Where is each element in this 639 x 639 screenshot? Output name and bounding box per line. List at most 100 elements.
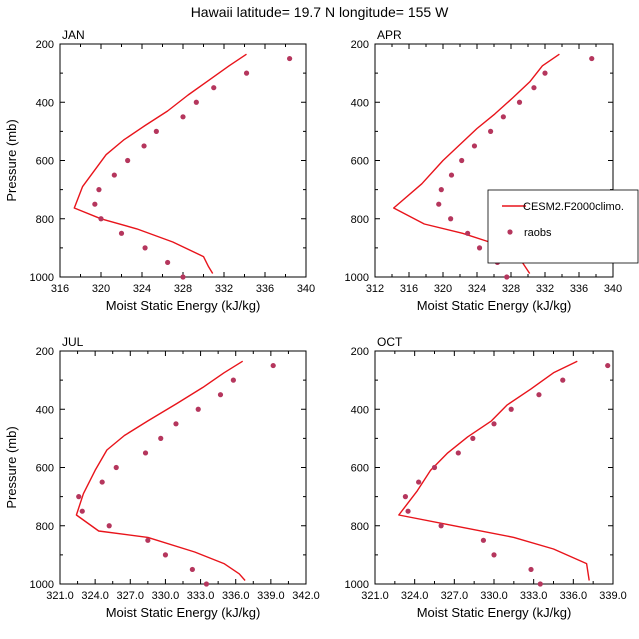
y-tick-label: 200 <box>351 39 369 51</box>
x-tick-label: 330.0 <box>152 590 180 602</box>
raobs-point <box>99 479 105 485</box>
x-tick-label: 320 <box>434 283 452 295</box>
raobs-point <box>455 450 461 456</box>
raobs-point <box>504 274 510 280</box>
y-tick-label: 400 <box>36 404 54 416</box>
raobs-point <box>476 245 483 251</box>
raobs-point <box>111 172 117 178</box>
x-tick-label: 312 <box>366 283 384 295</box>
raobs-point <box>118 230 125 236</box>
raobs-point <box>145 537 151 543</box>
x-tick-label: 316 <box>400 283 418 295</box>
x-tick-label: 336 <box>256 283 274 295</box>
raobs-point <box>405 508 411 514</box>
panel-label: JUL <box>62 335 84 349</box>
raobs-point <box>438 187 444 193</box>
x-tick-label: 342.0 <box>292 590 320 602</box>
x-tick-label: 336.0 <box>222 590 250 602</box>
raobs-point <box>203 581 210 587</box>
raobs-point <box>500 114 506 120</box>
raobs-point <box>508 406 514 412</box>
raobs-point <box>180 274 186 280</box>
raobs-point <box>560 377 566 383</box>
raobs-point <box>158 435 164 441</box>
x-tick-label: 330.0 <box>480 590 508 602</box>
y-tick-label: 800 <box>36 521 54 533</box>
y-tick-label: 600 <box>36 156 54 168</box>
x-tick-label: 324 <box>133 283 151 295</box>
model-line <box>393 53 560 274</box>
y-axis-label: Pressure (mb) <box>4 119 19 201</box>
legend: CESM2.F2000climo. raobs <box>487 189 639 264</box>
raobs-point <box>459 157 465 164</box>
panel-oct: OCT 321.0 324.0 327.0 330.0 333.0 336.0 339.0 20… <box>345 335 627 620</box>
x-tick-label: 340 <box>604 283 622 295</box>
raobs-point <box>142 245 148 251</box>
y-tick-label: 200 <box>36 346 54 358</box>
raobs-point <box>491 552 497 558</box>
raobs-point <box>195 406 201 412</box>
raobs-point <box>448 216 454 222</box>
panel-jul: JUL 321.0 324.0 327.0 330.0 333.0 336.0 339.0 34… <box>4 335 320 620</box>
legend-box <box>487 189 639 264</box>
y-tick-label: 600 <box>36 463 54 475</box>
raobs-point <box>542 70 548 76</box>
raobs-point <box>605 362 611 369</box>
panel-apr: APR 312 316 320 324 328 332 336 340 200 400 600 800 1… <box>345 28 623 313</box>
x-tick-label: 333.0 <box>520 590 548 602</box>
y-tick-label: 800 <box>351 521 369 533</box>
x-tick-label: 336 <box>570 283 588 295</box>
raobs-point <box>162 552 169 558</box>
y-tick-label: 200 <box>351 346 369 358</box>
y-tick-label: 800 <box>351 214 369 226</box>
y-tick-label: 400 <box>351 97 369 109</box>
raobs-point <box>537 581 543 587</box>
raobs-point <box>141 143 147 149</box>
y-tick-label: 200 <box>36 39 54 51</box>
y-tick-label: 400 <box>351 404 369 416</box>
y-tick-label: 400 <box>36 97 54 109</box>
x-tick-label: 328 <box>174 283 192 295</box>
raobs-point <box>491 421 497 427</box>
model-line <box>75 360 246 581</box>
raobs-point <box>142 450 149 456</box>
raobs-point <box>173 421 179 427</box>
y-axis-label: Pressure (mb) <box>4 426 19 508</box>
raobs-point <box>270 362 276 369</box>
raobs-point <box>470 435 476 441</box>
raobs-point <box>79 508 85 514</box>
raobs-point <box>106 523 112 529</box>
x-tick-label: 316 <box>51 283 69 295</box>
raobs-point <box>217 392 224 398</box>
raobs-point <box>471 143 478 149</box>
raobs-point <box>402 494 409 500</box>
x-tick-label: 339.0 <box>257 590 285 602</box>
raobs-point <box>193 99 199 105</box>
x-tick-label: 321.0 <box>46 590 74 602</box>
x-tick-label: 320 <box>92 283 110 295</box>
figure-title: Hawaii latitude= 19.7 N longitude= 155 W <box>191 4 449 20</box>
raobs-point <box>528 566 534 573</box>
raobs-point <box>436 201 442 207</box>
raobs-point <box>488 128 494 134</box>
raobs-point <box>448 172 455 178</box>
raobs-point <box>287 55 293 62</box>
legend-label-raobs: raobs <box>524 227 552 239</box>
y-tick-label: 1000 <box>30 579 54 591</box>
x-tick-label: 332 <box>215 283 233 295</box>
raobs-point <box>438 523 444 529</box>
raobs-point <box>531 85 537 91</box>
panel-label: APR <box>377 28 402 42</box>
raobs-point <box>516 99 523 105</box>
raobs-point <box>180 114 186 120</box>
x-tick-label: 336.0 <box>560 590 588 602</box>
x-axis-label: Moist Static Energy (kJ/kg) <box>106 605 261 620</box>
x-axis-label: Moist Static Energy (kJ/kg) <box>106 298 261 313</box>
y-tick-label: 1000 <box>345 272 369 284</box>
raobs-point <box>465 230 471 236</box>
x-tick-label: 324 <box>468 283 486 295</box>
raobs-point <box>76 494 82 500</box>
x-tick-label: 324.0 <box>401 590 429 602</box>
raobs-point <box>113 464 119 471</box>
